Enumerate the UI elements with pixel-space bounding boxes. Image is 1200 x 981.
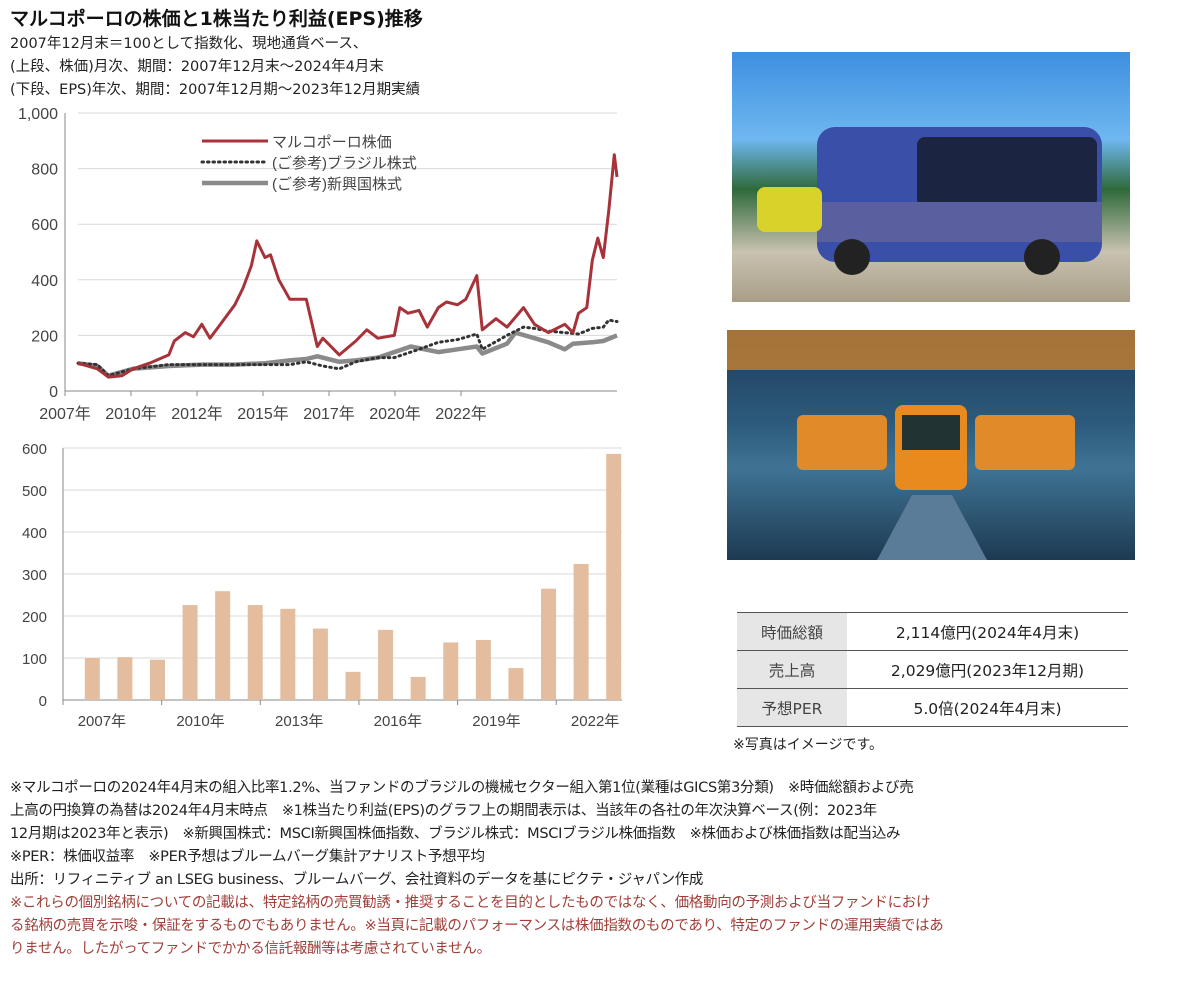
x-tick-label: 2022年 [435,405,487,423]
page-title: マルコポーロの株価と1株当たり利益(EPS)推移 [10,8,423,30]
disclaimer-line: る銘柄の売買を示唆・保証をするものでもありません。※当頁に記載のパフォーマンスは… [10,918,944,934]
note-line: 12月期は2023年と表示) ※新興国株式：MSCI新興国株価指数、ブラジル株式… [10,826,901,842]
eps-bar [149,659,165,700]
y-tick-label: 0 [49,384,58,401]
eps-bar [378,629,394,700]
legend-label: マルコポーロ株価 [272,134,392,151]
x-tick-label: 2010年 [176,713,224,730]
row-value: 5.0倍(2024年4月末) [847,688,1128,727]
eps-bar [573,563,589,700]
row-label: 時価総額 [737,612,847,651]
eps-bar [606,453,622,700]
eps-bar [117,657,133,700]
note-line: ※PER：株価収益率 ※PER予想はブルームバーグ集計アナリスト予想平均 [10,849,485,865]
x-tick-label: 2015年 [237,405,289,423]
eps-bar [280,608,296,700]
eps-bar-chart: 0 100 200 300 400 500 600 2007年 2010年 2013年 2016年 2… [22,441,622,730]
x-tick-label: 2010年 [105,405,157,423]
x-tick-label: 2019年 [472,713,520,730]
eps-bar [475,639,491,700]
legend-label: (ご参考)新興国株式 [272,176,402,193]
y-tick-label: 500 [22,483,47,500]
eps-bar [443,642,459,700]
eps-bar [182,605,198,700]
x-tick-label: 2017年 [303,405,355,423]
x-tick-label: 2016年 [374,713,422,730]
eps-bar [84,658,100,700]
eps-bar [508,668,524,700]
table-row: 時価総額 2,114億円(2024年4月末) [737,612,1128,651]
y-tick-label: 800 [31,162,58,179]
y-tick-label: 200 [31,328,58,345]
bus-photo [732,52,1130,302]
eps-bar [541,588,557,700]
subtitle-line: 2007年12月末＝100として指数化、現地通貨ベース、 [10,36,368,52]
eps-bar [312,628,328,700]
y-tick-label: 200 [22,609,47,626]
eps-bar [410,676,426,700]
y-tick-label: 600 [31,217,58,234]
legend-label: (ご参考)ブラジル株式 [272,154,417,172]
x-tick-label: 2007年 [78,713,126,730]
x-tick-label: 2022年 [571,713,619,730]
y-tick-label: 0 [39,693,47,710]
subtitle-line: (上段、株価)月次、期間：2007年12月末～2024年4月末 [10,59,384,75]
series-line-1 [76,318,619,378]
y-tick-label: 400 [22,525,47,542]
row-label: 予想PER [737,688,847,727]
series-line-2 [77,330,618,378]
table-row: 予想PER 5.0倍(2024年4月末) [737,688,1128,727]
x-tick-label: 2013年 [275,713,323,730]
table-row: 売上高 2,029億円(2023年12月期) [737,650,1128,689]
y-tick-label: 100 [22,651,47,668]
row-value: 2,114億円(2024年4月末) [847,612,1128,651]
series-line-0 [77,153,619,379]
disclaimer-line: ※これらの個別銘柄についての記載は、特定銘柄の売買勧誘・推奨することを目的とした… [10,895,931,911]
note-line: ※マルコポーロの2024年4月末の組入比率1.2%、当ファンドのブラジルの機械セ… [10,780,914,796]
company-stats-table: 時価総額 2,114億円(2024年4月末) 売上高 2,029億円(2023年12… [737,612,1128,727]
eps-bar [247,605,263,700]
factory-photo [727,330,1135,560]
row-value: 2,029億円(2023年12月期) [847,650,1128,689]
photo-note: ※写真はイメージです。 [733,737,884,753]
x-tick-label: 2012年 [171,405,223,423]
y-tick-label: 400 [31,273,58,290]
stock-price-line-chart: 0 200 400 600 800 1,000 2007年 2010年 2012年 2015年 20… [18,106,619,423]
y-tick-label: 1,000 [18,106,58,123]
y-tick-label: 300 [22,567,47,584]
source-line: 出所：リフィニティブ an LSEG business、ブルームバーグ、会社資料… [10,872,704,888]
x-tick-label: 2007年 [39,405,91,423]
subtitle-line: (下段、EPS)年次、期間：2007年12月期～2023年12月期実績 [10,82,421,98]
disclaimer-line: りません。したがってファンドでかかる信託報酬等は考慮されていません。 [10,941,491,957]
eps-bar [215,591,231,700]
row-label: 売上高 [737,650,847,689]
x-tick-label: 2020年 [369,405,421,423]
eps-bar [345,671,361,700]
note-line: 上高の円換算の為替は2024年4月末時点 ※1株当たり利益(EPS)のグラフ上の… [10,803,877,819]
y-tick-label: 600 [22,441,47,458]
